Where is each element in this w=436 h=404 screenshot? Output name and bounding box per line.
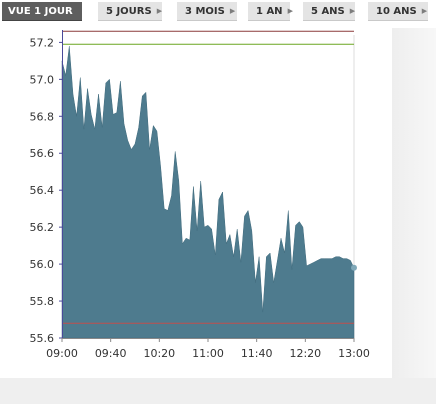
y-tick-label: 57.0 [30,73,55,86]
y-tick-label: 57.2 [30,36,55,49]
y-tick-label: 56.2 [30,221,55,234]
y-tick-label: 56.8 [30,110,55,123]
chevron-right-icon: ▶ [349,7,356,15]
price-area [61,46,355,339]
chevron-right-icon: ▶ [229,7,236,15]
chevron-right-icon: ▶ [421,7,428,15]
x-axis-labels: 09:00 09:40 10:20 11:00 11:40 12:20 13:00 [46,338,370,360]
x-tick-label: 13:00 [338,347,370,360]
panel-footer [0,378,436,404]
tab-label: 1 AN [256,6,283,17]
y-tick-label: 55.8 [30,295,55,308]
x-tick-label: 11:40 [241,347,273,360]
y-tick-label: 56.4 [30,184,55,197]
tab-1-year[interactable]: 1 AN ▶ [248,2,293,21]
tab-label: 3 MOIS [185,6,225,17]
tab-5-days[interactable]: 5 JOURS ▶ [98,2,162,21]
y-axis-labels: 55.6 55.8 56.0 56.2 56.4 56.6 56.8 57.0 57.2 [30,36,62,345]
reference-lines [62,30,354,324]
chevron-right-icon: ▶ [287,7,293,15]
tab-3-months[interactable]: 3 MOIS ▶ [177,2,237,21]
tab-label: 5 ANS [311,6,345,17]
y-tick-label: 56.6 [30,147,55,160]
tab-label: 10 ANS [376,6,417,17]
tab-5-years[interactable]: 5 ANS ▶ [303,2,355,21]
tab-1-day[interactable]: VUE 1 JOUR [2,2,82,21]
tab-label: VUE 1 JOUR [8,6,73,17]
y-tick-label: 56.0 [30,258,55,271]
period-tabs: VUE 1 JOUR 5 JOURS ▶ 3 MOIS ▶ 1 AN ▶ 5 ANS ▶… [0,2,436,22]
chevron-right-icon: ▶ [156,7,163,15]
x-tick-label: 12:20 [289,347,321,360]
y-tick-label: 55.6 [30,332,55,345]
panel-shadow [392,28,436,378]
x-tick-label: 11:00 [192,347,224,360]
x-tick-label: 10:20 [143,347,175,360]
x-tick-label: 09:40 [95,347,127,360]
last-price-marker [351,264,357,271]
x-tick-label: 09:00 [46,347,78,360]
tab-label: 5 JOURS [106,6,152,17]
tab-10-years[interactable]: 10 ANS ▶ [368,2,428,21]
